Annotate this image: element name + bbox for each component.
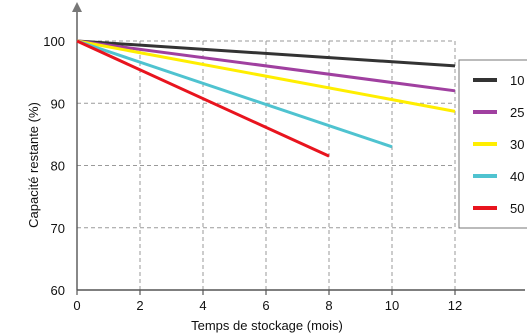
legend-label-50: 50 xyxy=(510,201,524,216)
y-tick-label: 100 xyxy=(43,34,65,49)
x-tick-label: 10 xyxy=(385,298,399,313)
x-tick-label: 4 xyxy=(199,298,206,313)
legend-label-10: 10 xyxy=(510,73,524,88)
series-line-40 xyxy=(76,39,393,149)
y-tick-label: 80 xyxy=(51,159,65,174)
series-line-30 xyxy=(76,39,456,113)
tick-labels: 0 2 4 6 8 10 12 60 70 80 90 100 xyxy=(43,34,462,313)
y-axis-arrow xyxy=(72,2,82,12)
y-axis-title: Capacité restante (%) xyxy=(26,102,41,228)
series-line-10 xyxy=(76,39,456,68)
y-tick-label: 90 xyxy=(51,96,65,111)
series-line-50 xyxy=(76,39,330,158)
x-tick-label: 12 xyxy=(448,298,462,313)
legend: 10 25 30 40 50 xyxy=(458,59,527,229)
y-tick-label: 70 xyxy=(51,221,65,236)
legend-label-40: 40 xyxy=(510,169,524,184)
x-axis-title: Temps de stockage (mois) xyxy=(191,318,343,333)
legend-label-25: 25 xyxy=(510,105,524,120)
series-line-25 xyxy=(76,39,456,93)
x-tick-label: 2 xyxy=(136,298,143,313)
series-lines xyxy=(76,39,456,158)
legend-label-30: 30 xyxy=(510,137,524,152)
x-tick-label: 0 xyxy=(73,298,80,313)
x-tick-label: 6 xyxy=(262,298,269,313)
grid xyxy=(77,40,456,290)
y-tick-label: 60 xyxy=(51,283,65,298)
x-tick-label: 8 xyxy=(325,298,332,313)
